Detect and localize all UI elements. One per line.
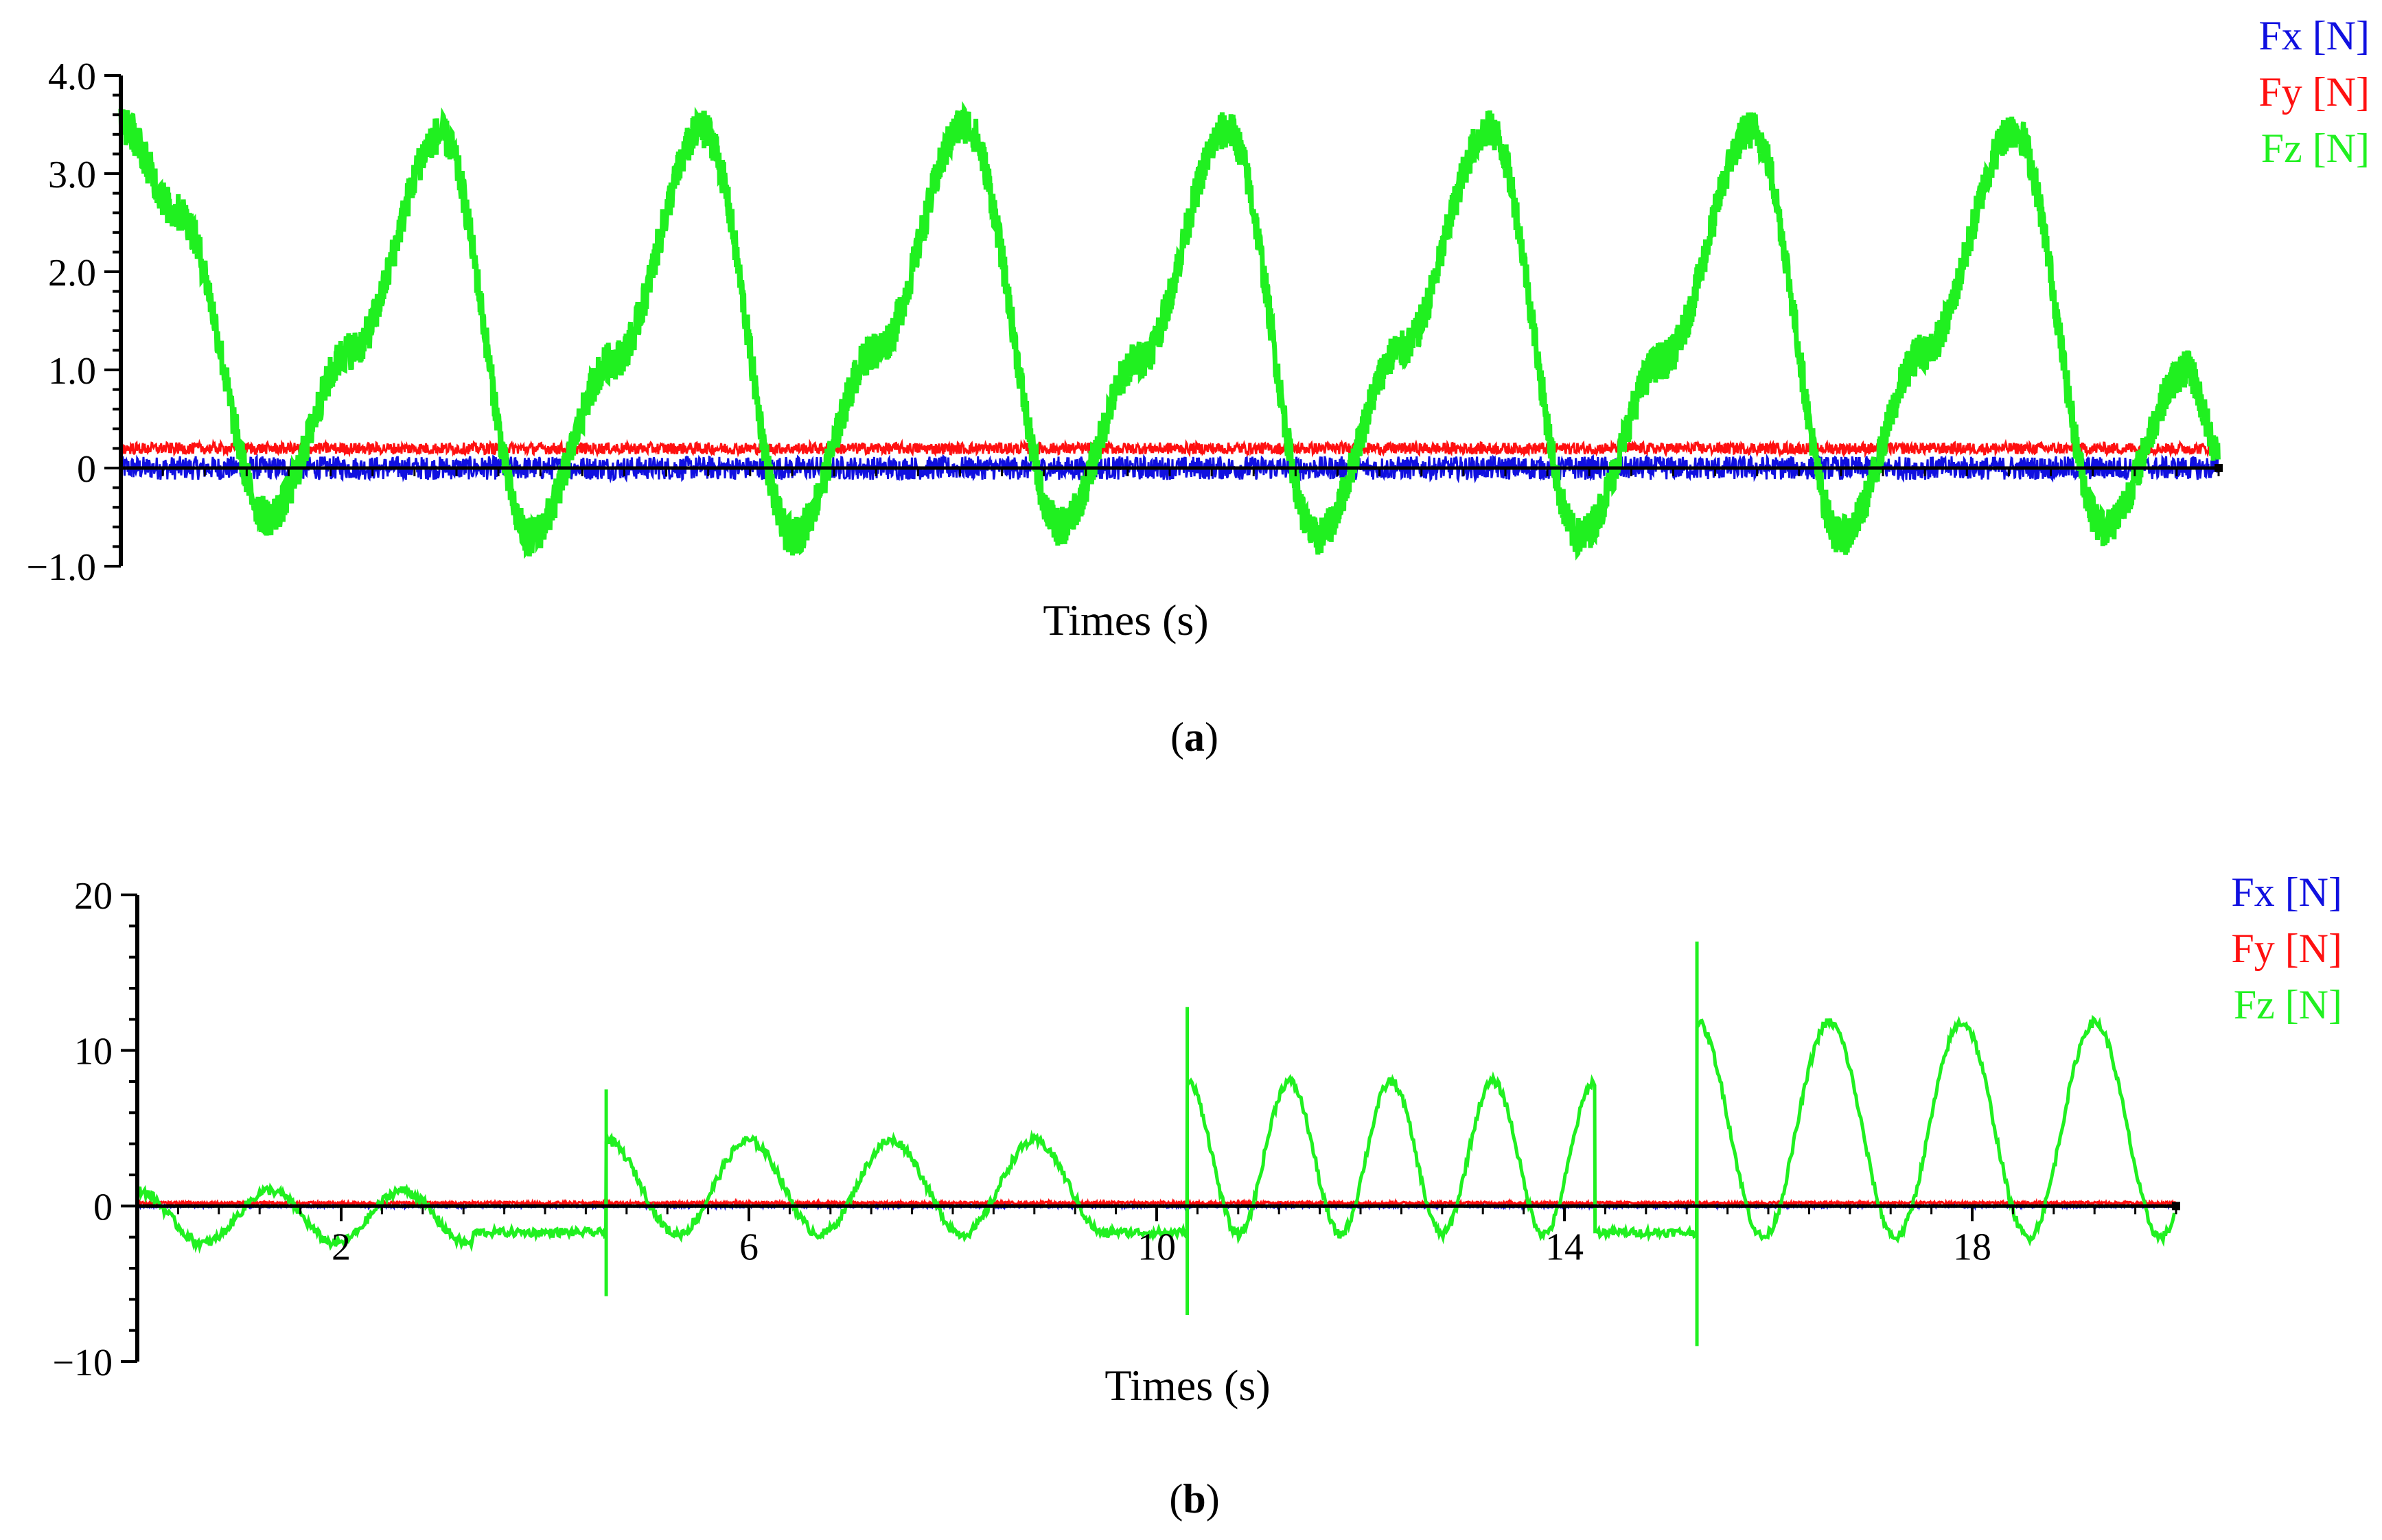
chart-b-x-tick-label: 2	[332, 1226, 351, 1268]
chart-b-legend-entry: Fy [N]	[2231, 926, 2342, 971]
chart-a-y-tick-label: 2.0	[48, 252, 96, 294]
caption-b-close: )	[1205, 1476, 1220, 1521]
chart-a-series-2	[118, 101, 2221, 561]
chart-b-y-tick-label: 0	[93, 1186, 113, 1228]
chart-b-y-tick-label: 10	[74, 1031, 113, 1073]
chart-a-y-tick-label: −1.0	[26, 546, 96, 589]
caption-b-letter: b	[1183, 1476, 1206, 1521]
caption-a: (a)	[1126, 714, 1263, 761]
chart-b-x-axis-end	[2172, 1202, 2180, 1211]
chart-a-legend-entry: Fy [N]	[2258, 69, 2370, 115]
chart-a-y-tick-label: 3.0	[48, 154, 96, 196]
chart-a-svg: −1.0 0 1.0 2.0 3.0 4.0 Times (s) Fx [N] Fy [N] Fz…	[26, 13, 2370, 644]
chart-b-legend-entry: Fz [N]	[2234, 982, 2342, 1027]
caption-a-letter: a	[1184, 714, 1205, 760]
chart-a-legend-entry: Fx [N]	[2258, 13, 2370, 58]
chart-b-svg: −10 0 10 20 2 6 10 14 18 Times (s) Fx [N] Fy [N] Fz …	[52, 870, 2342, 1410]
chart-a-legend-entry: Fz [N]	[2261, 126, 2370, 171]
chart-a-x-axis-title: Times (s)	[1043, 596, 1208, 644]
chart-a-y-tick-label: 4.0	[48, 56, 96, 98]
chart-b-x-tick-label: 6	[739, 1226, 759, 1268]
chart-b-x-tick-label: 10	[1137, 1226, 1176, 1268]
chart-b-x-axis-title: Times (s)	[1105, 1361, 1270, 1410]
chart-panel-a: −1.0 0 1.0 2.0 3.0 4.0 Times (s) Fx [N] Fy [N] Fz…	[0, 0, 2382, 762]
chart-panel-b: −10 0 10 20 2 6 10 14 18 Times (s) Fx [N] Fy [N] Fz …	[0, 796, 2382, 1540]
chart-b-legend-entry: Fx [N]	[2231, 870, 2342, 915]
caption-a-close: )	[1205, 714, 1218, 760]
chart-b-x-tick-label: 18	[1953, 1226, 1991, 1268]
caption-b: (b)	[1126, 1475, 1263, 1523]
chart-b-x-tick-label: 14	[1545, 1226, 1584, 1268]
chart-a-y-tick-label: 0	[77, 448, 96, 491]
chart-a-series-1	[119, 439, 2220, 458]
chart-b-series-1	[136, 1198, 2177, 1209]
caption-b-open: (	[1169, 1476, 1183, 1521]
chart-b-series-2	[135, 1014, 2176, 1254]
chart-b-y-tick-label: −10	[52, 1342, 113, 1384]
caption-a-open: (	[1170, 714, 1184, 760]
chart-b-y-tick-label: 20	[74, 875, 113, 918]
chart-a-y-tick-label: 1.0	[48, 350, 96, 393]
